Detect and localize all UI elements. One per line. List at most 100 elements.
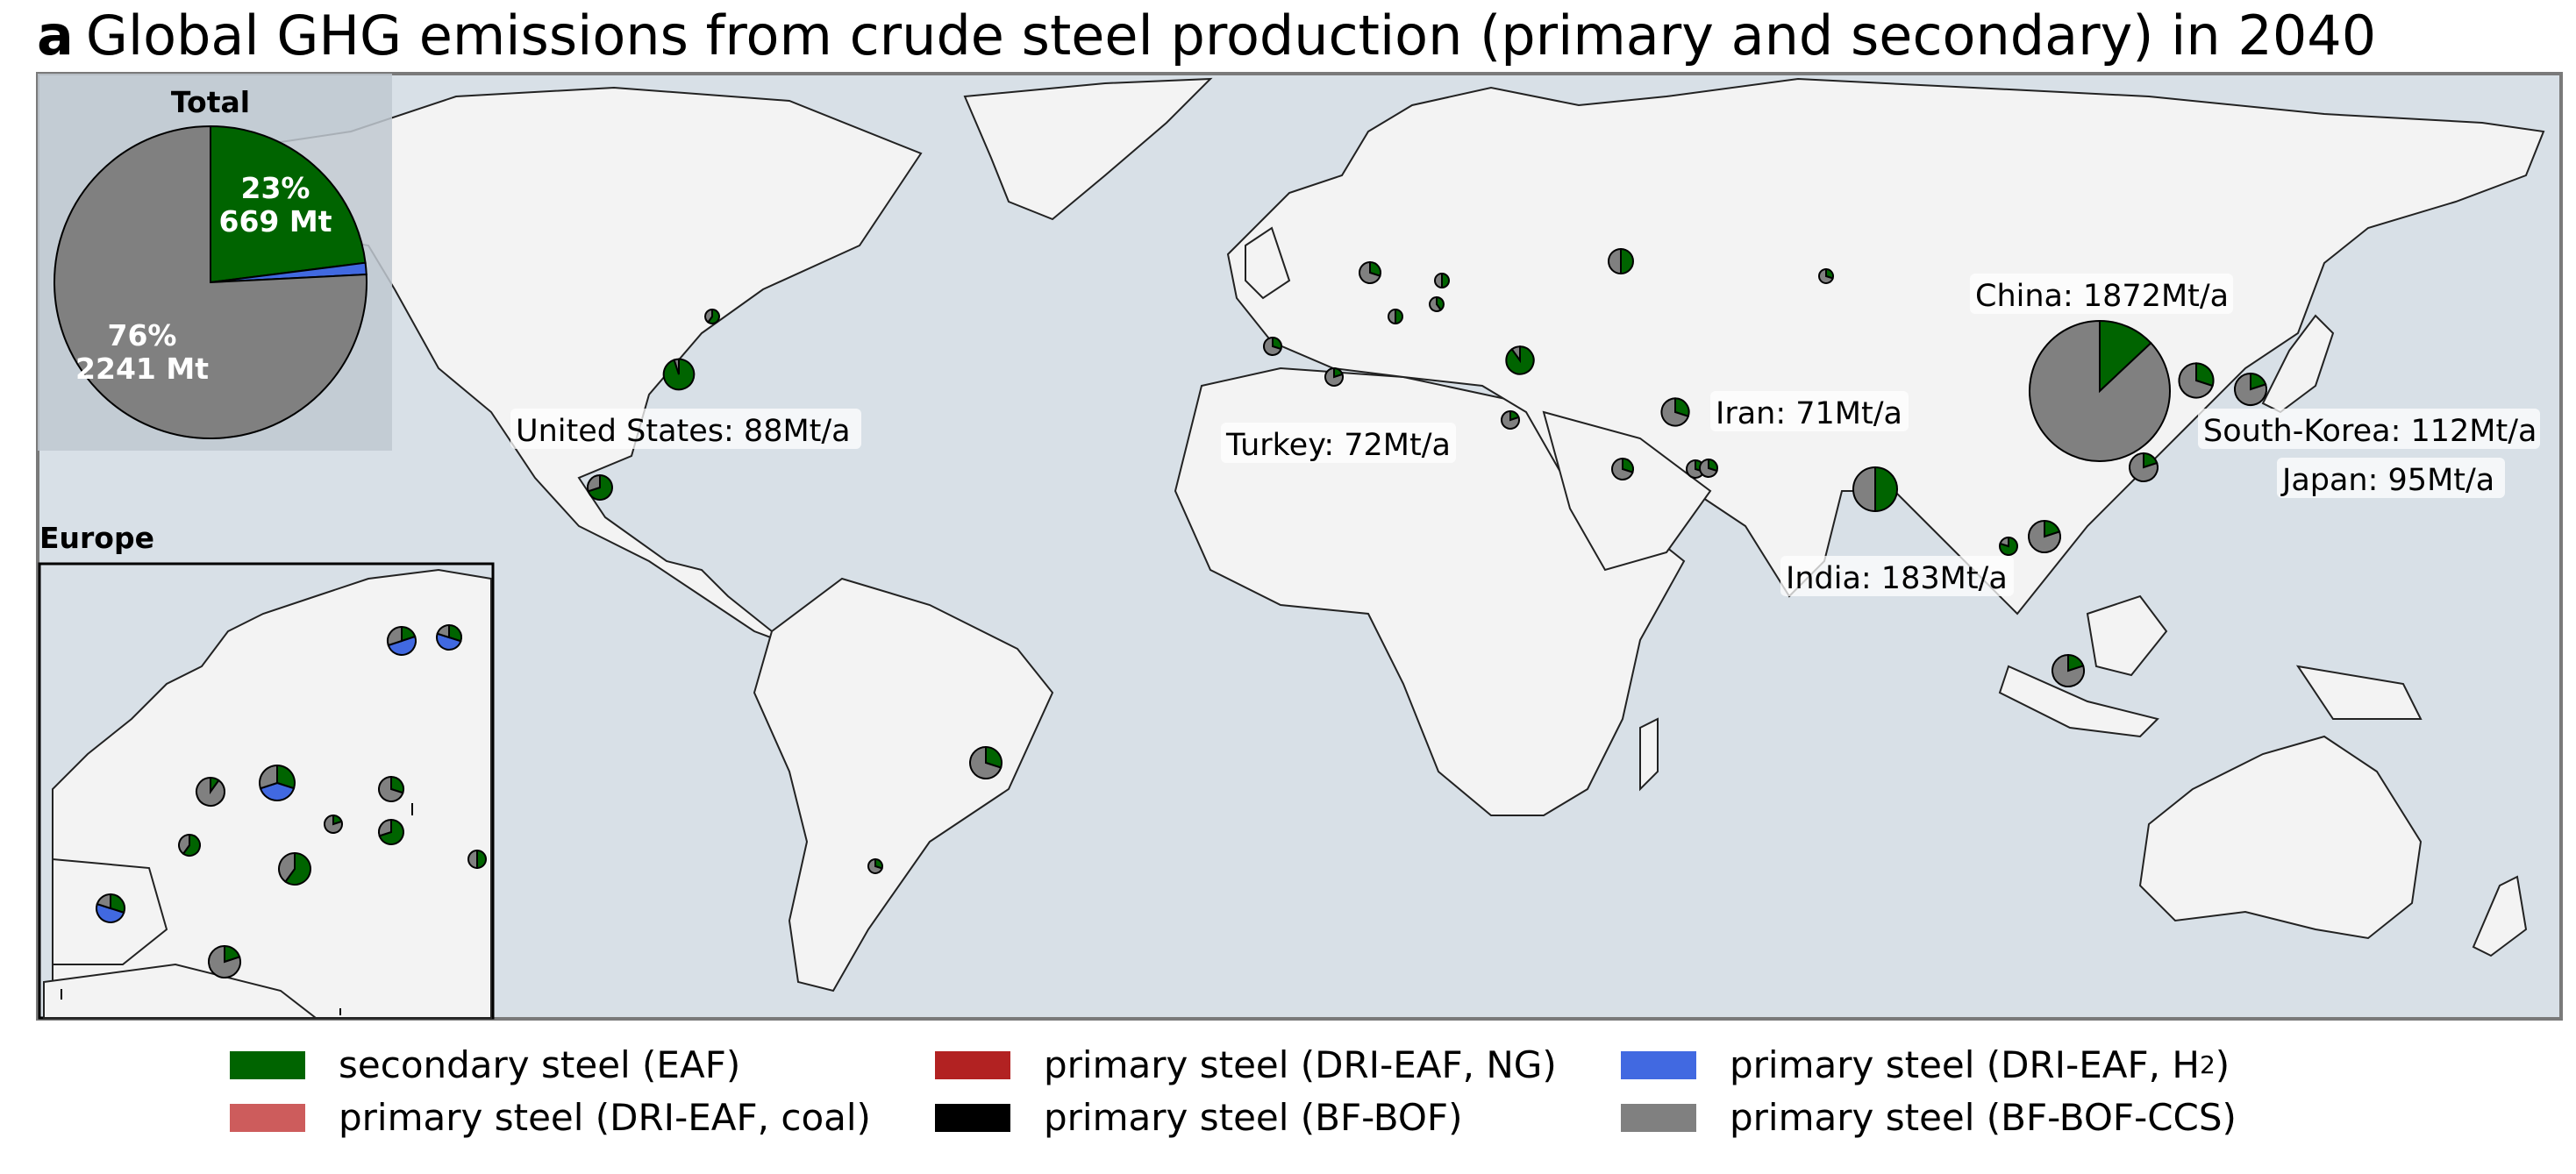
minor-country-pie xyxy=(704,308,720,324)
europe-pie-3-slice-bf-bof-ccs xyxy=(259,764,278,790)
europe-pie-6-slice-bf-bof-ccs xyxy=(324,814,343,834)
europe-pie-2-slice-bf-bof-ccs xyxy=(196,776,225,807)
legend-swatch-dri-eaf-h2 xyxy=(1621,1050,1696,1079)
total-ccs-mt: 2241 Mt xyxy=(75,352,209,386)
europe-pie-3-slice-secondary-eaf xyxy=(276,764,296,790)
minor-country-pie xyxy=(587,473,613,501)
europe-pie-7-slice-secondary-eaf xyxy=(182,833,201,857)
minor-country-pie xyxy=(2129,452,2159,482)
legend-swatch-dri-eaf-ng xyxy=(935,1050,1010,1079)
europe-pie-9-slice-bf-bof-ccs xyxy=(378,818,392,837)
legend-item-dri-eaf-h2: primary steel (DRI-EAF, H 2) xyxy=(1621,1043,2230,1086)
europe-country-pie xyxy=(96,893,125,923)
minor-country-pie xyxy=(1263,336,1282,356)
europe-country-pie xyxy=(387,625,417,656)
pie-south-korea-slice-bf-bof-ccs xyxy=(2178,362,2214,399)
label-bg-united-states xyxy=(510,409,861,449)
europe-pie-10-slice-dri-eaf-h2 xyxy=(96,902,125,923)
total-ccs-pct: 76% xyxy=(108,318,177,352)
minor-country-pie xyxy=(1999,536,2018,556)
minor-pie-5-slice-bf-bof-ccs xyxy=(2129,452,2159,482)
minor-pie-1-slice-bf-bof-ccs xyxy=(704,308,713,324)
label-bg-iran xyxy=(1710,391,1909,431)
minor-pie-13-slice-secondary-eaf xyxy=(1441,272,1450,289)
label-japan: Japan: 95Mt/a xyxy=(2280,463,2494,498)
land-masses xyxy=(173,77,2545,993)
label-united-states: United States: 88Mt/a xyxy=(516,414,851,449)
minor-pie-9-slice-bf-bof-ccs xyxy=(1324,366,1344,387)
total-inset: Total 23% 669 Mt 76% 2241 Mt xyxy=(38,74,392,451)
greenland xyxy=(963,77,1213,221)
new-guinea xyxy=(2295,665,2423,720)
legend-label-bf-bof: primary steel (BF-BOF) xyxy=(1044,1096,1463,1139)
label-bg-india xyxy=(1780,556,2014,596)
total-inset-title: Total xyxy=(171,85,250,119)
legend-item-bf-bof-ccs: primary steel (BF-BOF-CCS) xyxy=(1621,1096,2237,1139)
minor-pie-11-slice-bf-bof-ccs xyxy=(1429,295,1443,312)
legend-item-secondary-eaf: secondary steel (EAF) xyxy=(230,1043,740,1086)
europe-inset-pies xyxy=(61,623,487,1015)
minor-pie-8-slice-bf-bof-ccs xyxy=(1263,336,1282,356)
minor-pie-0-slice-bf-bof-ccs xyxy=(587,473,601,493)
pie-united-states xyxy=(662,358,696,391)
minor-country-pie xyxy=(1388,308,1403,325)
minor-country-pie xyxy=(1818,267,1834,284)
title-text: Global GHG emissions from crude steel pr… xyxy=(85,4,2377,68)
pie-south-korea-slice-secondary-eaf xyxy=(2195,362,2215,388)
legend-item-bf-bof: primary steel (BF-BOF) xyxy=(935,1096,1462,1139)
europe-country-pie xyxy=(378,818,404,845)
minor-country-pie xyxy=(2052,653,2085,687)
borneo xyxy=(2086,594,2168,677)
europe-country-pie xyxy=(278,851,311,886)
europe-country-pie xyxy=(208,944,241,978)
europe-country-pie xyxy=(467,849,487,870)
europe-inset-africa xyxy=(43,963,318,1019)
europe-pie-1-slice-dri-eaf-h2 xyxy=(436,632,462,651)
pie-india-slice-bf-bof-ccs xyxy=(1852,466,1876,513)
europe-country-pie xyxy=(196,776,225,807)
legend-label-dri-eaf-coal: primary steel (DRI-EAF, coal) xyxy=(339,1096,871,1139)
total-pie-slice-bf-bof-ccs xyxy=(54,125,367,439)
legend-swatch-secondary-eaf xyxy=(230,1050,305,1079)
legend-item-dri-eaf-coal: primary steel (DRI-EAF, coal) xyxy=(230,1096,871,1139)
country-pies xyxy=(587,247,2267,874)
europe-pie-11-slice-bf-bof-ccs xyxy=(208,944,241,978)
legend: secondary steel (EAF) primary steel (DRI… xyxy=(0,1035,2576,1166)
total-pie-chart xyxy=(54,125,367,439)
total-secondary-pct: 23% xyxy=(241,171,310,205)
panel-letter: a xyxy=(37,4,74,68)
europe-pie-7-slice-bf-bof-ccs xyxy=(178,833,190,856)
label-bg-south-korea xyxy=(2198,409,2540,449)
europe-country-pie xyxy=(436,623,462,651)
legend-swatch-bf-bof xyxy=(935,1103,1010,1132)
minor-pie-2-slice-bf-bof-ccs xyxy=(969,745,1003,779)
minor-country-pie xyxy=(2028,519,2061,553)
europe-pie-14-slice-secondary-eaf xyxy=(476,849,487,870)
europe-country-pie xyxy=(378,775,404,802)
minor-pie-10-slice-bf-bof-ccs xyxy=(1388,308,1396,325)
country-labels: United States: 88Mt/a Turkey: 72Mt/a Ira… xyxy=(510,274,2540,596)
label-china: China: 1872Mt/a xyxy=(1975,279,2229,314)
total-pie-slice-secondary-eaf xyxy=(210,125,367,284)
total-secondary-mt: 669 Mt xyxy=(219,204,332,238)
europe-country-pie xyxy=(178,833,201,857)
pie-india-slice-secondary-eaf xyxy=(1874,466,1898,513)
label-south-korea: South-Korea: 112Mt/a xyxy=(2203,414,2537,449)
legend-label-secondary-eaf: secondary steel (EAF) xyxy=(339,1043,741,1086)
minor-pie-10-slice-secondary-eaf xyxy=(1395,308,1403,325)
minor-pie-2-slice-secondary-eaf xyxy=(985,745,1003,769)
minor-pie-6-slice-bf-bof-ccs xyxy=(2028,519,2061,553)
label-bg-turkey xyxy=(1221,423,1456,463)
minor-pie-14-slice-bf-bof-ccs xyxy=(1818,267,1834,284)
pie-united-states-slice-bf-bof-ccs xyxy=(673,358,680,375)
pie-iran-slice-bf-bof-ccs xyxy=(1660,397,1690,427)
pie-india xyxy=(1852,466,1898,513)
pie-south-korea xyxy=(2178,362,2215,399)
legend-swatch-dri-eaf-coal xyxy=(230,1103,305,1132)
europe-pie-0-slice-dri-eaf-h2 xyxy=(387,635,417,656)
label-bg-japan xyxy=(2277,458,2505,498)
minor-pie-15-slice-bf-bof-ccs xyxy=(1611,457,1634,480)
minor-country-pie xyxy=(1324,366,1344,387)
minor-country-pie xyxy=(1429,295,1445,312)
europe-country-pie xyxy=(259,764,296,801)
